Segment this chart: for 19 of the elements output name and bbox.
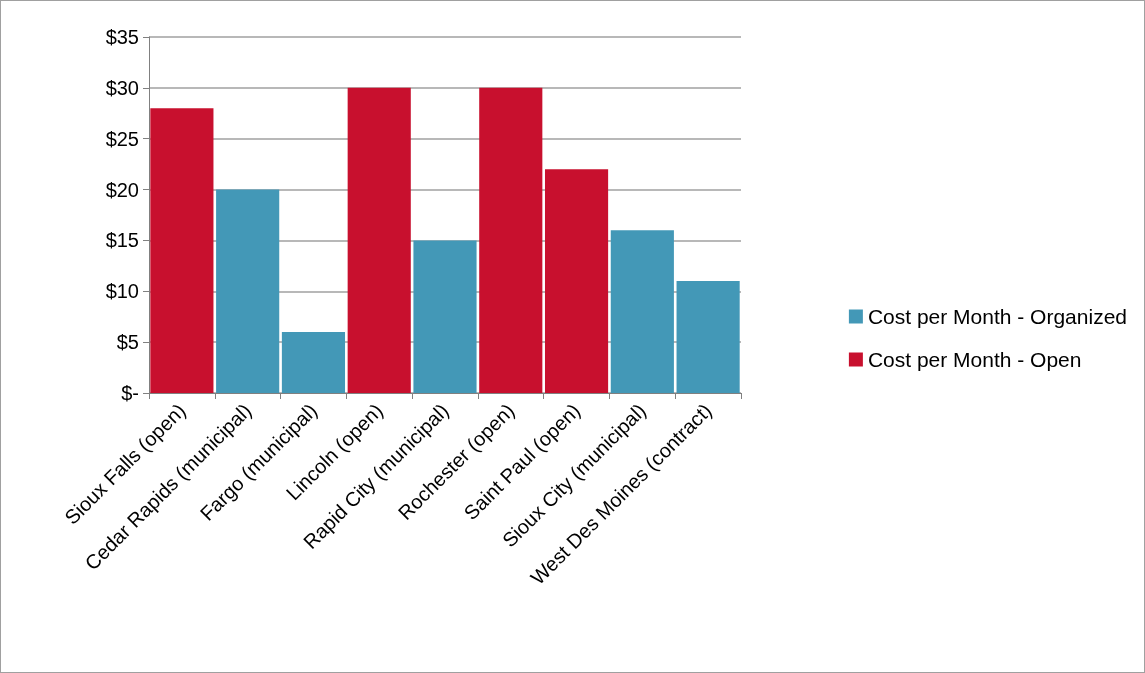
y-tick-label: $35: [105, 26, 139, 48]
y-tick-label: $30: [105, 76, 139, 99]
y-tick-label: $20: [105, 178, 139, 201]
legend-label: Cost per Month - Organized: [867, 305, 1128, 328]
y-tick-label: $25: [105, 127, 139, 150]
bar: [150, 108, 214, 393]
bar: [347, 87, 411, 393]
bar: [216, 189, 280, 393]
legend-label: Cost per Month - Open: [867, 348, 1082, 371]
bar: [610, 230, 674, 393]
bar: [479, 87, 543, 393]
bar: [676, 281, 740, 393]
bar: [544, 169, 609, 393]
y-tick-label: $15: [105, 229, 139, 252]
y-tick-label: $10: [105, 280, 139, 303]
y-tick-label: $5: [116, 331, 139, 354]
bar: [413, 240, 477, 393]
bar: [281, 331, 346, 393]
y-tick-label: $-: [121, 382, 139, 404]
